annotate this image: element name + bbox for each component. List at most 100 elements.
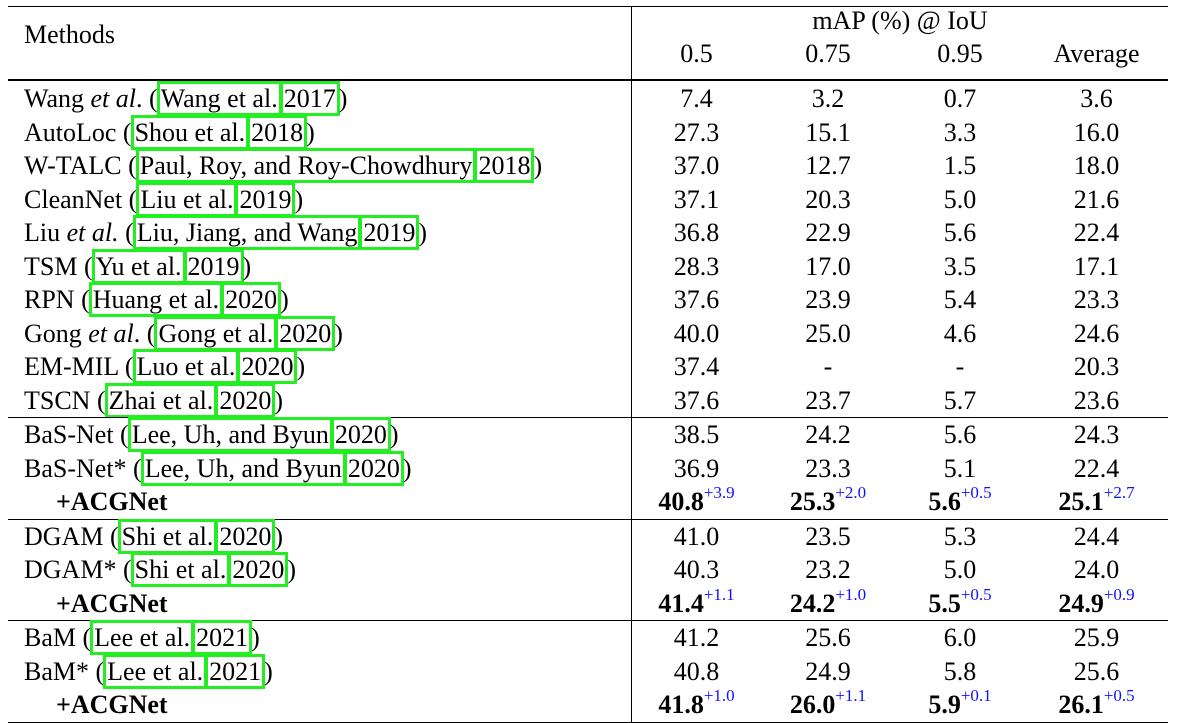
citation-year[interactable]: 2020 [228,552,289,587]
citation-year[interactable]: 2021 [205,653,266,689]
value: 41.2 [673,623,720,652]
method-name: Wang et al. (Wang et al. 2017) [24,81,347,116]
value-cell: 21.6 [1025,183,1168,216]
citation-authors[interactable]: Shi et al. [130,552,231,587]
value: 6.0 [943,623,977,652]
value-cell: 24.3 [1025,418,1168,451]
value-cell: 18.0 [1025,149,1168,182]
method-label: TSM ( [24,251,93,281]
value: 17.1 [1073,251,1120,281]
value: 41.8 [658,690,704,719]
value-cell: 24.4 [1025,520,1168,553]
bottom-rule [8,721,1168,723]
value: 36.8 [673,218,720,247]
citation-year[interactable]: 2019 [183,248,244,284]
citation-close: ) [533,151,543,180]
citation-authors[interactable]: Liu, Jiang, and Wang [132,215,362,250]
citation-authors[interactable]: Lee, Uh, and Byun [127,417,333,452]
value: 4.6 [943,318,977,348]
citation-authors[interactable]: Luo et al. [132,349,240,384]
value: 15.1 [805,117,851,147]
citation-year[interactable]: 2020 [221,282,282,317]
citation-year[interactable]: 2019 [235,181,296,217]
table-row: BaS-Net (Lee, Uh, and Byun 2020) 38.5 24.2 5… [8,417,1168,452]
top-rule [8,6,1168,7]
group-rule [8,417,1168,418]
value-cell: - [895,350,1025,383]
citation-authors[interactable]: Shi et al. [117,518,218,554]
value: 16.0 [1073,117,1120,147]
value: 24.3 [1073,420,1120,449]
value-cell: 40.8+3.9 [632,483,761,518]
value: 37.6 [673,285,720,314]
method-name: BaS-Net (Lee, Uh, and Byun 2020) [24,417,399,452]
value-cell: 25.1+2.7 [1025,484,1168,518]
table-row: TSM (Yu et al. 2019) 28.3 17.0 3.5 17.1 [8,248,1168,284]
method-label: AutoLoc ( [24,117,132,147]
value: 28.3 [673,251,720,281]
value: 24.9 [1058,588,1104,618]
value-cell: 41.0 [632,520,761,553]
value: 40.0 [673,318,720,348]
table-row: W-TALC (Paul, Roy, and Roy-Chowdhury 2018… [8,148,1168,183]
citation-authors[interactable]: Zhai et al. [104,382,218,418]
citation-close: ) [418,218,428,247]
value-cell: 3.3 [895,116,1025,149]
method-name: Gong et al. (Gong et al. 2020) [24,315,343,351]
citation-authors[interactable]: Liu et al. [136,181,238,217]
citation-authors[interactable]: Lee et al. [103,653,208,689]
value: 38.5 [673,420,720,449]
value: 40.8 [673,656,720,686]
gain-superscript: +0.5 [960,483,992,502]
citation-year[interactable]: 2020 [343,450,404,486]
citation-authors[interactable]: Gong et al. [154,315,278,351]
citation-close: ) [287,555,296,584]
citation-year[interactable]: 2017 [279,81,340,116]
value: 5.8 [943,656,977,686]
citation-authors[interactable]: Wang et al. [156,81,282,116]
value-cell: 37.6 [632,384,761,417]
value: 26.0 [789,690,836,719]
value: 22.4 [1073,453,1120,483]
value: 24.2 [789,588,836,618]
value: 40.3 [673,555,720,584]
citation-authors[interactable]: Shou et al. [130,114,250,150]
value: 23.9 [805,285,851,314]
citation-authors[interactable]: Yu et al. [91,248,186,284]
value-cell: 17.0 [761,250,895,283]
citation-authors[interactable]: Lee, Uh, and Byun [140,450,346,486]
citation-year[interactable]: 2019 [359,215,420,250]
value: 1.5 [943,151,977,180]
citation-year[interactable]: 2020 [237,349,298,384]
gain-superscript: +3.9 [703,483,735,502]
citation-close: ) [294,184,304,214]
table-row: +ACGNet 41.4+1.1 24.2+1.0 5.5+0.5 24.9+0.9 [8,586,1168,620]
table-row: TSCN (Zhai et al. 2020) 37.6 23.7 5.7 23.6 [8,382,1168,418]
value: 37.1 [673,184,720,214]
method-name: W-TALC (Paul, Roy, and Roy-Chowdhury 2018… [24,148,543,183]
citation-year[interactable]: 2020 [215,382,276,418]
citation-year[interactable]: 2021 [192,620,253,655]
citation-year[interactable]: 2020 [215,518,276,554]
citation-year[interactable]: 2020 [275,315,336,351]
citation-year[interactable]: 2020 [330,417,391,452]
value-cell: 23.3 [761,452,895,485]
value: 5.0 [943,555,977,584]
value: 3.2 [811,84,845,113]
citation-year[interactable]: 2018 [247,114,308,150]
value-cell: 37.1 [632,183,761,216]
value-cell: 5.1 [895,452,1025,485]
value-cell: 0.7 [895,82,1025,115]
value: 17.0 [805,251,851,281]
table-row: Gong et al. (Gong et al. 2020) 40.0 25.0 4.6… [8,315,1168,351]
value-cell: 24.2 [761,418,895,451]
value: 7.4 [680,84,713,113]
method-name: Liu et al. (Liu, Jiang, and Wang 2019) [24,215,428,250]
citation-close: ) [389,420,399,449]
citation-year[interactable]: 2018 [474,148,535,183]
citation-authors[interactable]: Huang et al. [88,282,224,317]
citation-authors[interactable]: Lee et al. [90,620,195,655]
method-label: DGAM ( [24,521,119,551]
value: 20.3 [805,184,851,214]
citation-authors[interactable]: Paul, Roy, and Roy-Chowdhury [135,148,477,183]
